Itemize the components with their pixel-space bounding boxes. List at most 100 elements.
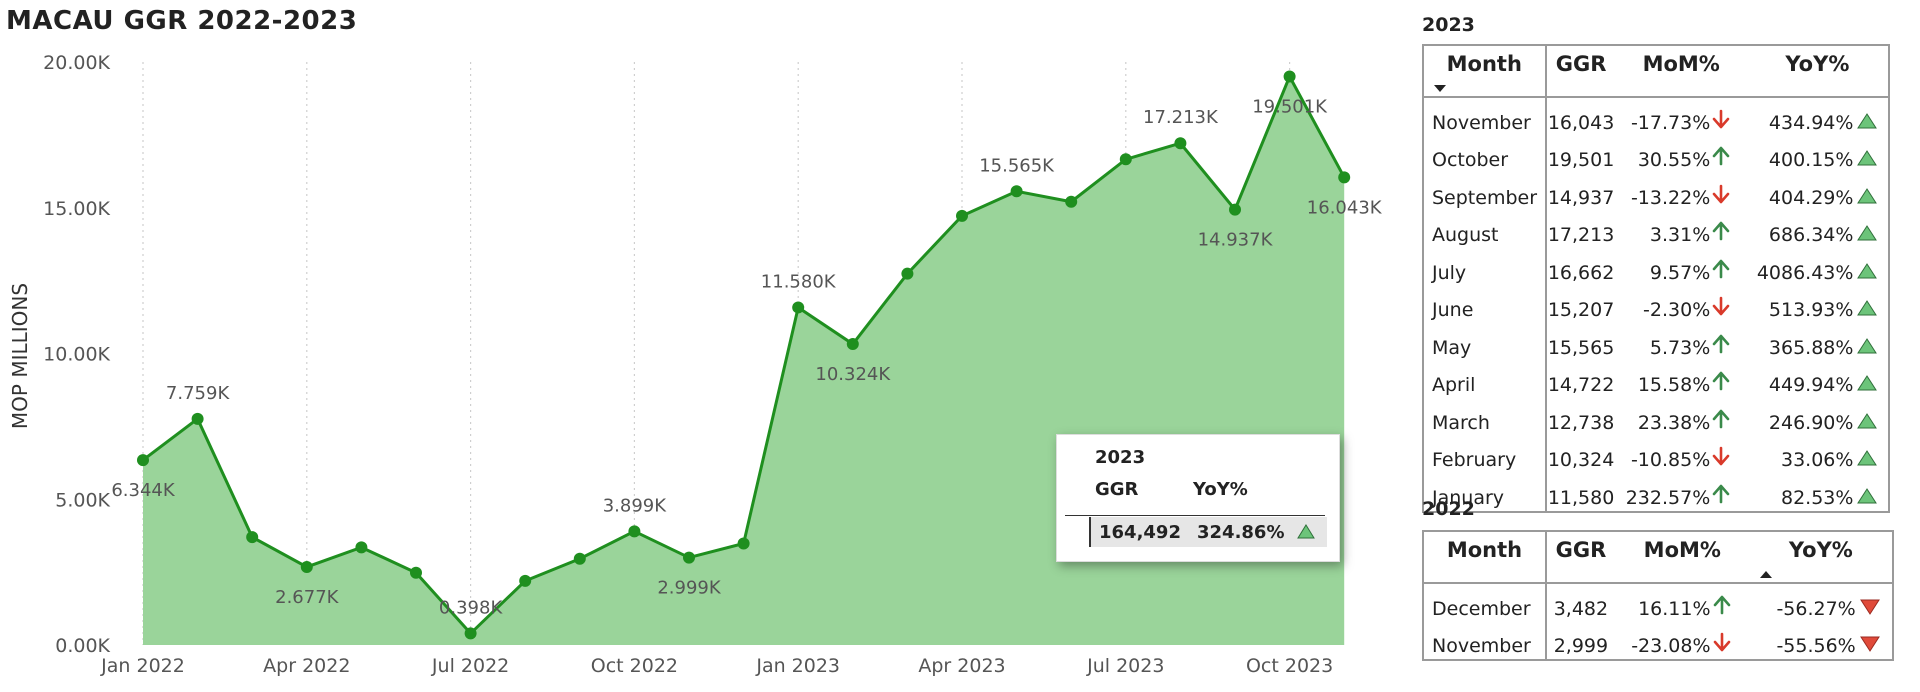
data-label: 19.501K (1252, 97, 1328, 118)
data-point[interactable] (191, 412, 204, 425)
data-point[interactable] (956, 209, 968, 222)
triangle-up-icon (1857, 299, 1878, 321)
y-tick-label: 10.00K (43, 344, 110, 366)
table-row[interactable]: December 3,482 16.11% -56.27% (1423, 583, 1893, 622)
col-month-header[interactable]: Month (1423, 45, 1547, 98)
ggr-cell: 14,937 (1547, 186, 1615, 209)
triangle-up-icon (1857, 187, 1878, 209)
table-row[interactable]: November 2,999 -23.08% -55.56% (1423, 621, 1893, 660)
mom-cell: 3.31% (1649, 224, 1711, 246)
data-point[interactable] (355, 541, 368, 554)
y-tick-label: 15.00K (43, 198, 110, 220)
mom-cell: -17.73% (1630, 111, 1711, 134)
yoy-cell: 404.29% (1768, 186, 1854, 209)
table-row[interactable]: April 14,722 15.58% 449.94% (1423, 360, 1889, 398)
table-row[interactable]: September 14,937 -13.22% 404.29% (1423, 173, 1889, 211)
col-yoy-header[interactable]: YoY% (1746, 45, 1889, 98)
table-row[interactable]: November 16,043 -17.73% 434.94% (1423, 97, 1889, 136)
data-point[interactable] (1338, 171, 1351, 184)
sort-desc-icon (1434, 85, 1446, 92)
data-point[interactable] (519, 574, 532, 587)
col-ggr-header[interactable]: GGR (1545, 531, 1615, 584)
arrow-up-icon (1712, 371, 1730, 396)
triangle-up-icon (1857, 412, 1878, 434)
month-cell: September (1423, 173, 1547, 211)
data-point[interactable] (1065, 195, 1078, 208)
table-2023-label: 2023 (1422, 14, 1475, 36)
table-row[interactable]: June 15,207 -2.30% 513.93% (1423, 285, 1889, 323)
data-point[interactable] (1229, 203, 1241, 216)
month-cell: August (1423, 210, 1547, 248)
arrow-down-icon (1712, 446, 1730, 471)
tooltip-ggr-header: GGR (1095, 479, 1139, 500)
ggr-cell: 19,501 (1547, 149, 1615, 171)
data-point[interactable] (1010, 185, 1023, 198)
table-row[interactable]: October 19,501 30.55% 400.15% (1423, 135, 1889, 173)
col-ggr-header[interactable]: GGR (1545, 45, 1616, 98)
y-axis: 0.00K 5.00K 10.00K 15.00K 20.00K (43, 52, 110, 657)
data-point[interactable] (1119, 153, 1132, 166)
table-row[interactable]: May 15,565 5.73% 365.88% (1423, 323, 1889, 361)
data-point[interactable] (300, 560, 313, 573)
mom-cell: -13.22% (1630, 186, 1711, 209)
data-point[interactable] (737, 537, 750, 550)
data-label: 16.043K (1307, 197, 1383, 218)
data-point[interactable] (137, 454, 149, 467)
y-tick-label: 0.00K (55, 635, 110, 657)
y-tick-label: 20.00K (43, 52, 110, 74)
yoy-cell: 686.34% (1768, 224, 1854, 246)
tooltip-total-row: 164,492 324.86% (1089, 517, 1327, 547)
mom-cell: 23.38% (1637, 411, 1711, 434)
ggr-cell: 16,662 (1547, 261, 1615, 284)
tooltip-divider (1065, 515, 1325, 516)
table-row[interactable]: August 17,213 3.31% 686.34% (1423, 210, 1889, 248)
data-point[interactable] (628, 525, 641, 538)
ggr-cell: 3,482 (1553, 597, 1609, 620)
data-point[interactable] (464, 627, 477, 640)
data-point[interactable] (846, 338, 859, 351)
yoy-cell: 246.90% (1768, 411, 1854, 434)
data-point[interactable] (246, 531, 259, 544)
data-point[interactable] (901, 267, 914, 280)
table-row[interactable]: March 12,738 23.38% 246.90% (1423, 398, 1889, 436)
arrow-up-icon (1712, 334, 1730, 359)
arrow-up-icon (1712, 409, 1730, 434)
table-row[interactable]: January 11,580 232.57% 82.53% (1423, 473, 1889, 512)
arrow-down-icon (1712, 109, 1730, 134)
data-point[interactable] (683, 551, 695, 564)
data-label: 15.565K (979, 155, 1055, 176)
tooltip-year: 2023 (1095, 447, 1146, 468)
arrow-down-icon (1712, 184, 1730, 209)
arrow-up-icon (1712, 221, 1730, 246)
mom-cell: -23.08% (1631, 635, 1711, 657)
tooltip-yoy-total: 324.86% (1197, 522, 1285, 543)
yoy-cell: 449.94% (1768, 374, 1854, 396)
mom-cell: 15.58% (1637, 374, 1711, 396)
yoy-cell: 513.93% (1768, 299, 1854, 321)
data-point[interactable] (573, 552, 586, 565)
data-point[interactable] (1174, 137, 1187, 150)
arrow-down-icon (1712, 296, 1730, 321)
data-label: 10.324K (815, 364, 891, 385)
data-label: 17.213K (1143, 107, 1219, 128)
month-cell: March (1423, 398, 1547, 436)
ggr-cell: 15,565 (1547, 336, 1615, 359)
col-mom-header[interactable]: MoM% (1615, 45, 1747, 98)
col-yoy-header[interactable]: YoY% (1749, 531, 1893, 584)
data-label: 2.677K (275, 587, 340, 608)
yoy-cell: -56.27% (1776, 597, 1856, 620)
ggr-cell: 16,043 (1547, 111, 1615, 134)
table-row[interactable]: February 10,324 -10.85% 33.06% (1423, 435, 1889, 473)
table-row[interactable]: July 16,662 9.57% 4086.43% (1423, 248, 1889, 286)
tooltip-ggr-total: 164,492 (1099, 522, 1181, 543)
data-points (137, 70, 1351, 640)
data-label: 2.999K (657, 578, 722, 599)
data-point[interactable] (1283, 70, 1296, 83)
arrow-down-icon (1713, 632, 1731, 657)
data-point[interactable] (410, 566, 422, 579)
data-label: 7.759K (166, 383, 231, 404)
data-point[interactable] (792, 301, 805, 314)
y-tick-label: 5.00K (55, 489, 110, 511)
col-month-header[interactable]: Month (1423, 531, 1547, 584)
col-mom-header[interactable]: MoM% (1614, 531, 1750, 584)
